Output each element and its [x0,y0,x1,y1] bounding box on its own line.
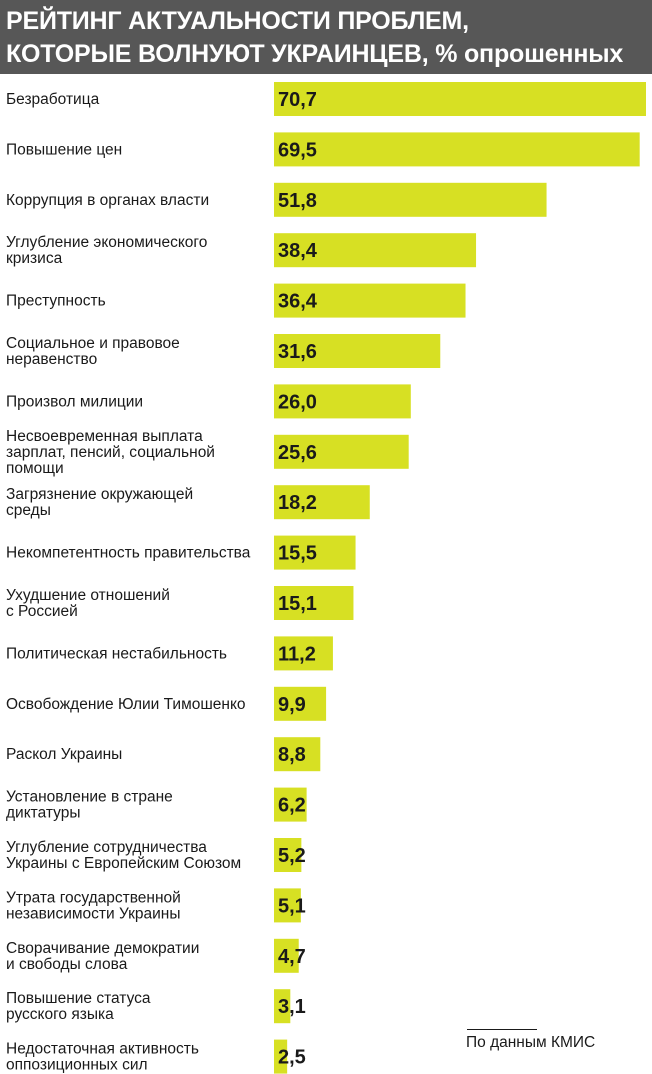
category-label-4-line-2: кризиса [6,250,63,267]
category-label-7: Произвол милиции [6,393,143,410]
bar-12 [274,636,333,671]
category-label-6-line-2: неравенство [6,351,97,368]
source-rule [467,1029,537,1030]
value-label-8: 25,6 [278,442,317,464]
value-label-9: 18,2 [278,492,317,514]
value-label-19: 3,1 [278,996,306,1018]
category-label-11-line-2: с Россией [6,603,78,620]
value-label-2: 69,5 [278,139,317,161]
category-label-8-line-2: зарплат, пенсий, социальной [6,444,215,461]
category-label-16-line-2: Украины с Европейским Союзом [6,855,241,872]
value-label-6: 31,6 [278,341,317,363]
value-label-1: 70,7 [278,89,317,111]
category-label-18-line-2: и свободы слова [6,956,128,973]
category-label-17-line-2: независимости Украины [6,905,181,922]
category-label-15-line-2: диктатуры [6,805,80,822]
value-label-16: 5,2 [278,845,306,867]
value-label-4: 38,4 [278,240,318,262]
value-label-20: 2,5 [278,1047,306,1069]
value-label-15: 6,2 [278,795,306,817]
category-label-11-line-1: Ухудшение отношений [6,587,170,604]
bar-20 [274,1039,288,1074]
bar-17 [274,888,301,923]
category-label-13: Освобождение Юлии Тимошенко [6,696,246,713]
bar-15 [274,787,307,822]
value-label-13: 9,9 [278,694,306,716]
category-label-9-line-2: среды [6,502,51,519]
bar-8 [274,434,409,469]
bar-14 [274,737,321,772]
chart-title-line-1: РЕЙТИНГ АКТУАЛЬНОСТИ ПРОБЛЕМ, [6,7,469,35]
category-label-16-line-1: Углубление сотрудничества [6,839,207,856]
category-label-1: Безработица [6,91,100,108]
category-label-12: Политическая нестабильность [6,645,227,662]
bar-1 [274,82,646,116]
value-label-14: 8,8 [278,744,306,766]
value-label-18: 4,7 [278,946,306,968]
bar-6 [274,334,441,368]
category-label-5: Преступность [6,293,106,310]
category-label-6-line-1: Социальное и правовое [6,335,180,352]
chart-title-line-2: КОТОРЫЕ ВОЛНУЮТ УКРАИНЦЕВ, % опрошенных [6,40,624,68]
category-label-4-line-1: Углубление экономического [6,234,207,251]
value-label-17: 5,1 [278,895,306,917]
value-label-5: 36,4 [278,291,318,313]
category-label-15-line-1: Установление в стране [6,789,173,806]
bar-18 [274,938,299,973]
value-label-12: 11,2 [278,643,316,665]
category-label-19-line-2: русского языка [6,1006,114,1023]
bar-7 [274,384,411,419]
bar-4 [274,233,477,268]
bar-11 [274,586,354,620]
value-label-11: 15,1 [278,593,317,615]
bar-2 [274,132,640,167]
value-label-10: 15,5 [278,543,317,565]
category-label-20-line-1: Недостаточная активность [6,1041,199,1058]
category-label-14: Раскол Украины [6,746,122,763]
bar-10 [274,535,356,570]
bar-5 [274,283,466,318]
category-label-19-line-1: Повышение статуса [6,990,151,1007]
category-label-9-line-1: Загрязнение окружающей [6,486,193,503]
bar-13 [274,686,327,721]
category-label-8-line-3: помощи [6,460,64,477]
bar-19 [274,989,291,1024]
category-label-10: Некомпетентность правительства [6,545,251,562]
value-label-3: 51,8 [278,190,317,212]
value-label-7: 26,0 [278,391,317,413]
source-note: По данным КМИС [466,1034,596,1051]
category-label-17-line-1: Утрата государственной [6,889,181,906]
bar-9 [274,485,370,520]
category-label-18-line-1: Сворачивание демократии [6,940,199,957]
category-label-8-line-1: Несвоевременная выплата [6,428,203,445]
chart-title-banner: РЕЙТИНГ АКТУАЛЬНОСТИ ПРОБЛЕМ, КОТОРЫЕ ВО… [0,0,652,74]
bar-3 [274,182,547,217]
category-label-3: Коррупция в органах власти [6,192,209,209]
category-label-20-line-2: оппозиционных сил [6,1057,148,1074]
category-label-2: Повышение цен [6,141,122,158]
bar-16 [274,838,302,872]
